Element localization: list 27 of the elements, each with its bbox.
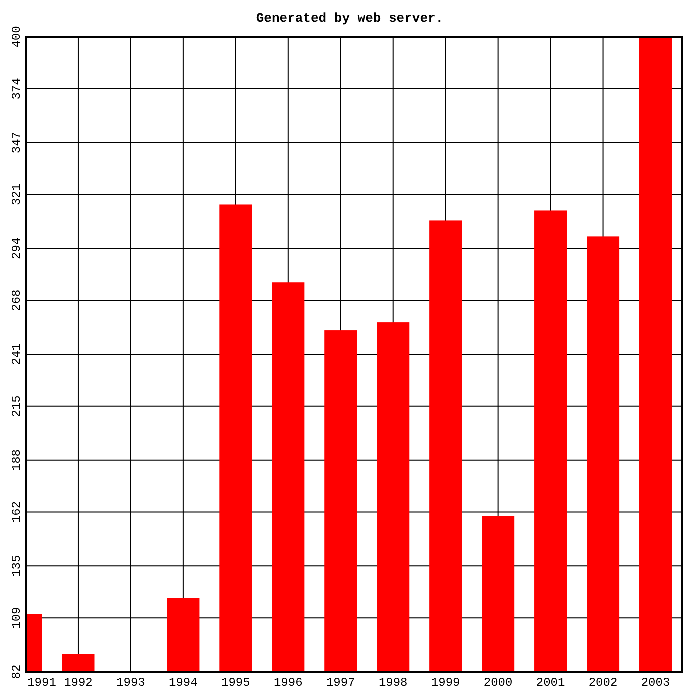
x-tick-label: 2001 [536,676,566,690]
y-tick-label: 188 [10,450,24,472]
x-tick-label: 2002 [588,676,618,690]
x-tick-label: 1999 [431,676,460,690]
y-tick-label: 162 [10,501,24,524]
x-tick-label: 1994 [169,676,198,690]
x-tick-label: 1995 [222,676,250,690]
x-tick-label: 1993 [116,676,146,690]
x-tick-label: 1997 [326,676,356,690]
x-tick-label: 2000 [484,676,513,690]
x-tick-label: 1991 [28,676,56,690]
x-tick-label: 2003 [641,676,670,690]
chart-title: Generated by web server. [256,11,444,26]
y-tick-label: 109 [10,607,24,629]
y-tick-label: 374 [10,78,24,100]
y-tick-label: 294 [10,238,24,260]
y-tick-label: 321 [10,184,24,206]
x-tick-label: 1996 [274,676,303,690]
y-tick-label: 400 [10,26,24,48]
x-tick-label: 1992 [64,676,93,690]
x-tick-label: 1998 [378,676,408,690]
y-tick-label: 268 [10,290,24,312]
y-tick-label: 82 [10,664,24,680]
y-tick-label: 347 [10,132,24,154]
y-tick-label: 215 [10,396,24,418]
y-tick-label: 135 [10,555,24,577]
y-tick-label: 241 [10,344,24,366]
